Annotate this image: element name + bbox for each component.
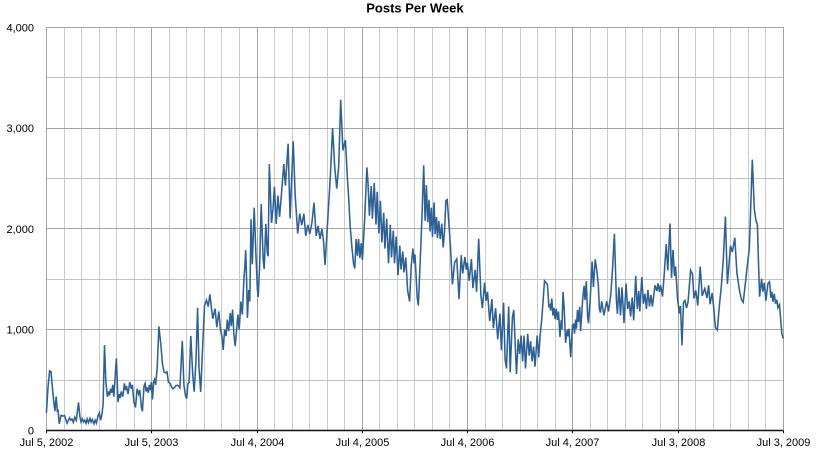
svg-text:Jul 4, 2007: Jul 4, 2007 [546, 437, 600, 449]
svg-text:Jul 5, 2003: Jul 5, 2003 [125, 437, 179, 449]
svg-text:3,000: 3,000 [6, 123, 34, 135]
svg-text:4,000: 4,000 [6, 22, 34, 34]
svg-text:Jul 4, 2004: Jul 4, 2004 [231, 437, 285, 449]
svg-text:Posts Per Week: Posts Per Week [366, 1, 464, 16]
svg-text:0: 0 [28, 426, 34, 438]
svg-text:2,000: 2,000 [6, 224, 34, 236]
svg-text:1,000: 1,000 [6, 325, 34, 337]
svg-text:Jul 5, 2002: Jul 5, 2002 [20, 437, 74, 449]
svg-text:Jul 3, 2008: Jul 3, 2008 [652, 437, 706, 449]
svg-text:Jul 4, 2005: Jul 4, 2005 [336, 437, 390, 449]
svg-text:Jul 4, 2006: Jul 4, 2006 [441, 437, 495, 449]
svg-text:Jul 3, 2009: Jul 3, 2009 [757, 437, 811, 449]
